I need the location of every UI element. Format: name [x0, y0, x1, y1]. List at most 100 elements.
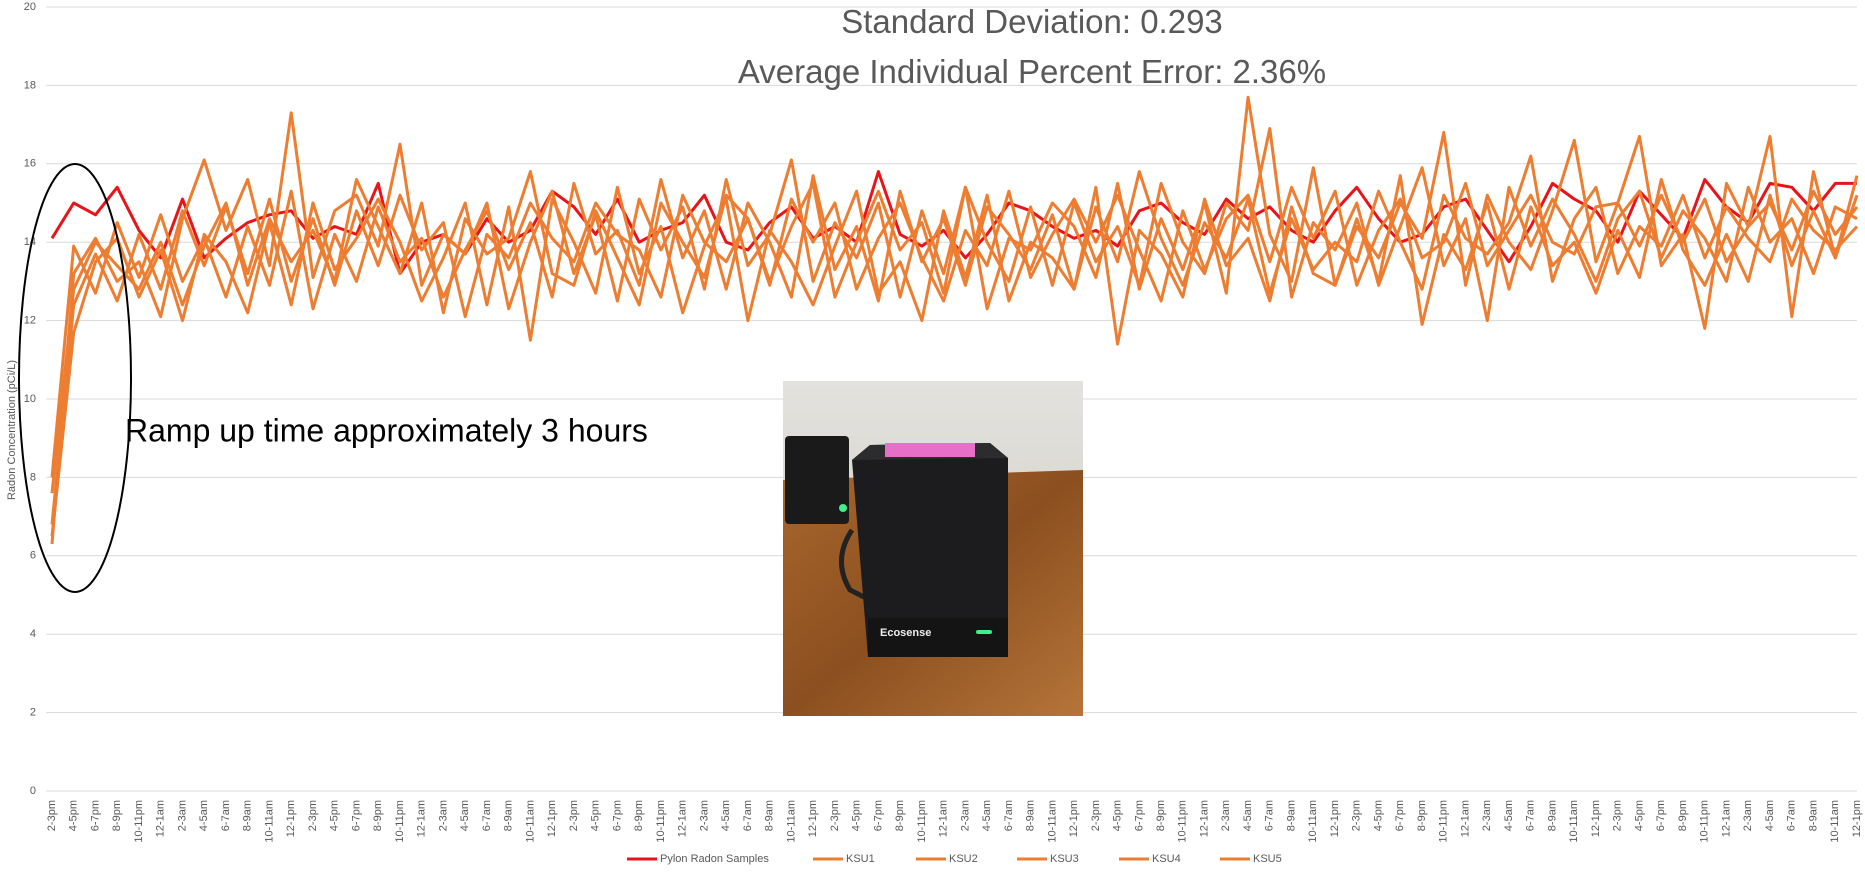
x-tick-label: 6-7pm [611, 800, 623, 831]
legend-label: KSU4 [1152, 853, 1181, 865]
x-tick-label: 8-9pm [372, 800, 384, 831]
x-tick-label: 12-1pm [1590, 800, 1602, 837]
photo-led [839, 504, 847, 512]
x-tick-label: 4-5am [1242, 800, 1254, 831]
legend-label: KSU3 [1050, 853, 1079, 865]
legend-label: KSU5 [1253, 853, 1282, 865]
x-tick-label: 10-11pm [1438, 800, 1450, 843]
photo-led [976, 630, 992, 634]
x-tick-label: 10-11am [263, 800, 275, 843]
x-tick-label: 10-11pm [655, 800, 667, 843]
x-tick-label: 4-5pm [851, 800, 863, 831]
x-tick-label: 12-1pm [807, 800, 819, 837]
x-tick-label: 4-5pm [590, 800, 602, 831]
legend: Pylon Radon Samples KSU1 KSU2 KSU3 KSU4 KSU5 [627, 853, 1282, 865]
x-tick-label: 8-9am [1546, 800, 1558, 831]
x-tick-label: 4-5pm [1112, 800, 1124, 831]
x-tick-label: 2-3pm [829, 800, 841, 831]
photo-device [852, 443, 1008, 657]
device-photo: Ecosense [783, 381, 1083, 716]
legend-label: KSU2 [949, 853, 978, 865]
series-line [50, 127, 1858, 494]
y-tick-label: 16 [24, 158, 36, 170]
x-tick-label: 4-5am [459, 800, 471, 831]
x-tick-label: 4-5pm [329, 800, 341, 831]
series-lines [50, 95, 1859, 545]
x-tick-label: 6-7am [1525, 800, 1537, 831]
x-tick-label: 6-7am [1264, 800, 1276, 831]
x-tick-label: 6-7am [742, 800, 754, 831]
x-tick-label: 2-3am [1220, 800, 1232, 831]
y-tick-label: 10 [24, 393, 36, 405]
x-tick-label: 6-7pm [1394, 800, 1406, 831]
y-axis-label: Radon Concentration (pCi/L) [6, 360, 18, 500]
x-tick-label: 8-9am [1807, 800, 1819, 831]
x-tick-label: 10-11pm [394, 800, 406, 843]
x-tick-label: 12-1am [1198, 800, 1210, 837]
x-tick-label: 8-9pm [633, 800, 645, 831]
y-tick-label: 8 [30, 471, 36, 483]
x-tick-label: 2-3pm [46, 800, 58, 831]
photo-label: Ecosense [880, 627, 931, 639]
series-line [50, 181, 1859, 525]
x-tick-label: 2-3pm [568, 800, 580, 831]
x-tick-label: 8-9am [1025, 800, 1037, 831]
x-tick-label: 6-7pm [350, 800, 362, 831]
x-tick-label: 8-9pm [1155, 800, 1167, 831]
x-tick-label: 2-3pm [1612, 800, 1624, 831]
x-tick-label: 6-7pm [1133, 800, 1145, 831]
x-tick-label: 8-9pm [1677, 800, 1689, 831]
x-tick-label: 12-1am [1720, 800, 1732, 837]
x-tick-label: 6-7am [220, 800, 232, 831]
x-tick-label: 2-3am [1481, 800, 1493, 831]
x-tick-label: 12-1pm [285, 800, 297, 837]
photo-device-back [785, 436, 849, 524]
x-tick-label: 8-9am [764, 800, 776, 831]
x-tick-label: 6-7am [481, 800, 493, 831]
x-tick-label: 10-11am [785, 800, 797, 843]
series-line [50, 154, 1859, 478]
x-tick-label: 12-1am [416, 800, 428, 837]
x-tick-label: 10-11am [524, 800, 536, 843]
x-tick-label: 6-7pm [872, 800, 884, 831]
x-tick-label: 12-1am [938, 800, 950, 837]
subtitle-line: Average Individual Percent Error: 2.36% [738, 53, 1326, 90]
x-tick-label: 6-7pm [89, 800, 101, 831]
legend-label: KSU1 [846, 853, 875, 865]
x-tick-label: 10-11pm [1699, 800, 1711, 843]
x-tick-label: 2-3am [176, 800, 188, 831]
x-tick-label: 12-1am [155, 800, 167, 837]
x-tick-label: 8-9pm [1416, 800, 1428, 831]
legend-label: Pylon Radon Samples [660, 853, 769, 865]
x-tick-label: 8-9pm [111, 800, 123, 831]
annotation: Ramp up time approximately 3 hours [125, 412, 648, 448]
x-tick-label: 10-11pm [1177, 800, 1189, 843]
subtitle-line: Standard Deviation: 0.293 [841, 3, 1223, 40]
y-tick-label: 12 [24, 315, 36, 327]
x-tick-label: 12-1am [1459, 800, 1471, 837]
x-tick-label: 2-3am [698, 800, 710, 831]
x-tick-label: 12-1pm [546, 800, 558, 837]
y-tick-label: 6 [30, 550, 36, 562]
ramp-ellipse [18, 163, 132, 593]
x-tick-label: 2-3pm [1090, 800, 1102, 831]
x-tick-label: 4-5pm [1633, 800, 1645, 831]
x-tick-label: 12-1pm [1068, 800, 1080, 837]
x-tick-label: 12-1pm [1329, 800, 1341, 837]
x-tick-label: 2-3am [959, 800, 971, 831]
x-tick-label: 10-11am [1307, 800, 1319, 843]
x-tick-label: 2-3am [1742, 800, 1754, 831]
x-tick-label: 2-3am [437, 800, 449, 831]
photo-sticker [885, 443, 975, 457]
photo-device-base [868, 618, 1008, 657]
x-tick-label: 10-11pm [916, 800, 928, 843]
x-tick-label: 6-7pm [1655, 800, 1667, 831]
x-tick-label: 10-11am [1046, 800, 1058, 843]
x-tick-label: 4-5pm [68, 800, 80, 831]
x-tick-label: 4-5pm [1372, 800, 1384, 831]
x-tick-label: 6-7am [1786, 800, 1798, 831]
x-tick-label: 10-11pm [133, 800, 145, 843]
x-tick-label: 8-9am [242, 800, 254, 831]
x-tick-label: 4-5am [981, 800, 993, 831]
